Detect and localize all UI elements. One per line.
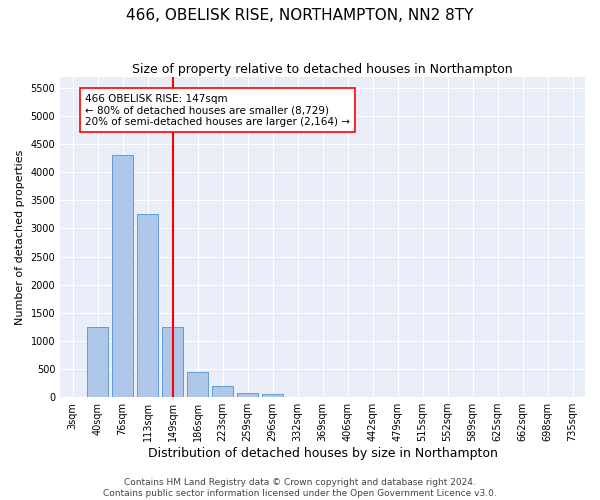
Bar [262, 394, 283, 397]
Bar [112, 156, 133, 397]
Bar [162, 327, 183, 397]
Bar [212, 386, 233, 397]
Y-axis label: Number of detached properties: Number of detached properties [15, 149, 25, 324]
Bar [87, 327, 108, 397]
Title: Size of property relative to detached houses in Northampton: Size of property relative to detached ho… [132, 62, 513, 76]
Text: 466, OBELISK RISE, NORTHAMPTON, NN2 8TY: 466, OBELISK RISE, NORTHAMPTON, NN2 8TY [127, 8, 473, 22]
Bar [112, 156, 133, 397]
Bar [137, 214, 158, 397]
Text: Contains HM Land Registry data © Crown copyright and database right 2024.
Contai: Contains HM Land Registry data © Crown c… [103, 478, 497, 498]
Bar [262, 394, 283, 397]
Bar [87, 327, 108, 397]
Bar [212, 386, 233, 397]
Bar [237, 392, 258, 397]
Bar [137, 214, 158, 397]
Bar [237, 392, 258, 397]
Bar [187, 372, 208, 397]
X-axis label: Distribution of detached houses by size in Northampton: Distribution of detached houses by size … [148, 447, 497, 460]
Bar [162, 327, 183, 397]
Bar [187, 372, 208, 397]
Text: 466 OBELISK RISE: 147sqm
← 80% of detached houses are smaller (8,729)
20% of sem: 466 OBELISK RISE: 147sqm ← 80% of detach… [85, 94, 350, 126]
